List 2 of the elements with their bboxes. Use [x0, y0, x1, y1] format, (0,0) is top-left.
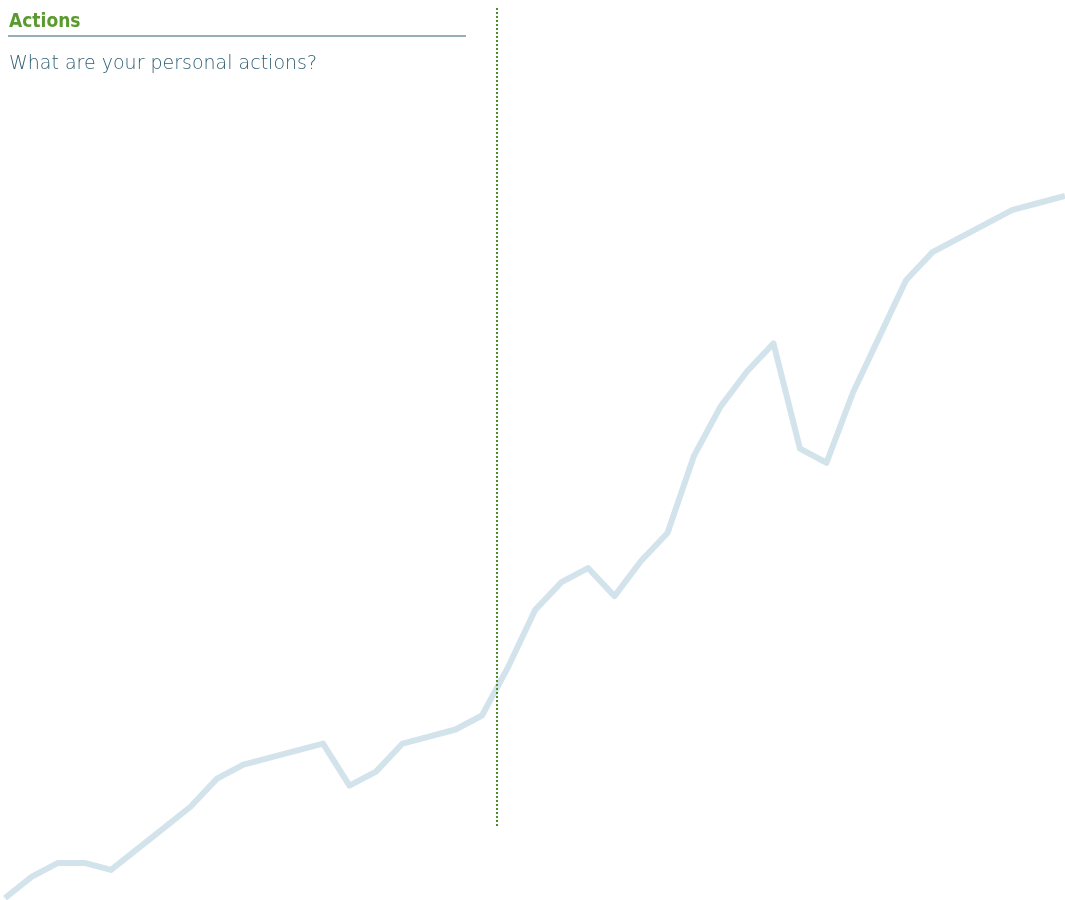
chart-subtitle: What are your personal actions? — [9, 51, 318, 73]
chart-title: Actions — [9, 9, 81, 31]
